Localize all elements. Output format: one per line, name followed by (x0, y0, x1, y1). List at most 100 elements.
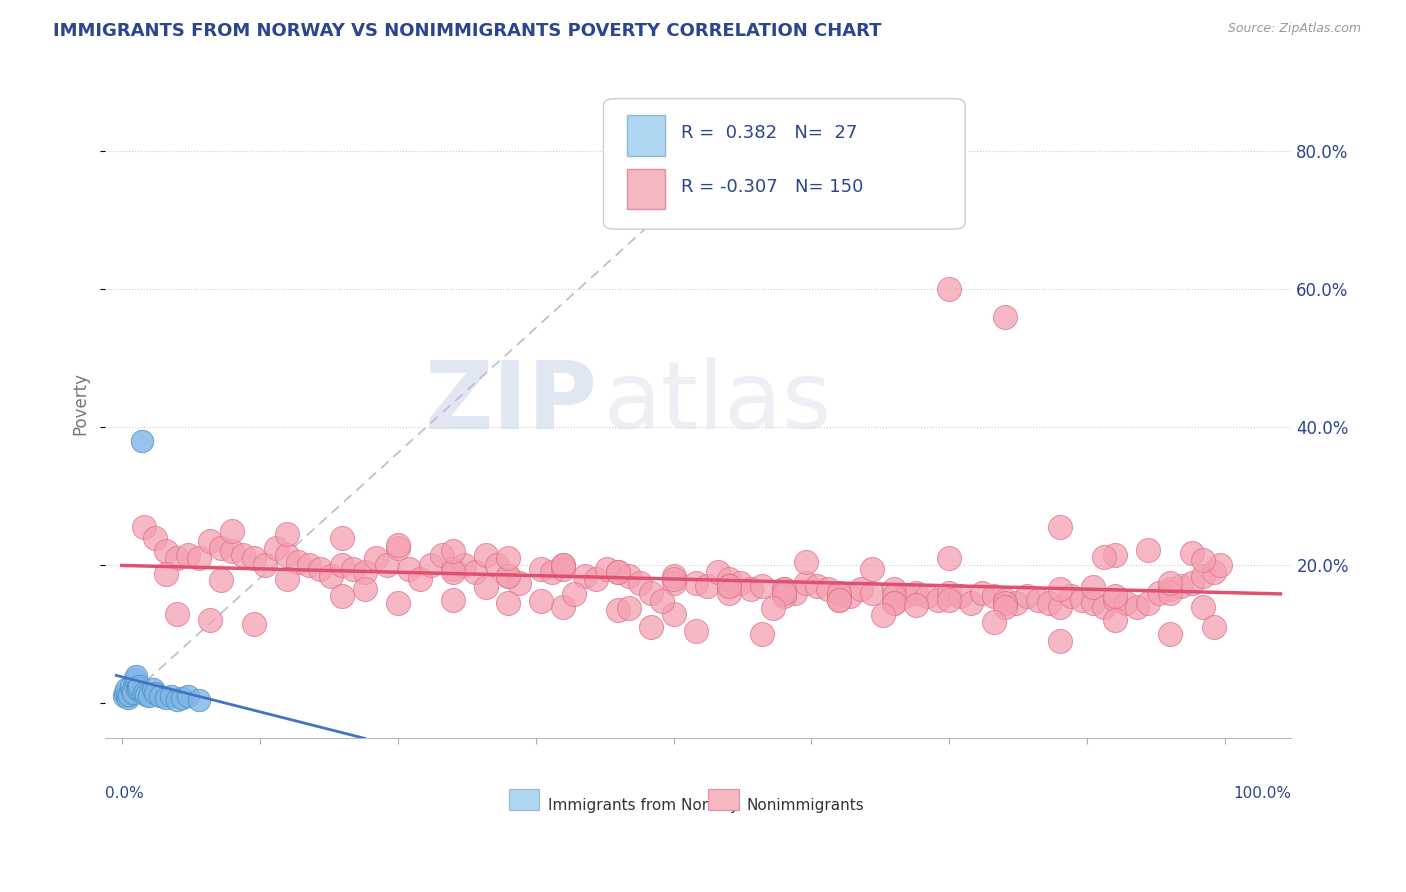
Point (118, 688, 141, 702)
Point (938, 592, 960, 607)
Point (221, 544, 243, 558)
Point (115, 682, 138, 697)
Point (475, 580, 498, 594)
Point (114, 686, 136, 700)
Point (860, 586, 883, 600)
Point (905, 586, 928, 600)
Point (883, 582, 905, 597)
Point (485, 558, 508, 573)
Point (160, 690, 183, 704)
Point (1209, 558, 1232, 573)
Point (143, 686, 166, 700)
Point (883, 590, 905, 604)
Point (398, 562, 420, 576)
Point (828, 592, 851, 607)
Point (927, 592, 949, 607)
Point (353, 565, 375, 579)
Point (607, 565, 630, 579)
Point (662, 575, 685, 590)
Point (619, 568, 641, 582)
Point (321, 568, 343, 582)
Point (309, 562, 332, 576)
Point (553, 558, 575, 573)
Point (209, 574, 232, 588)
Text: Source: ZipAtlas.com: Source: ZipAtlas.com (1227, 22, 1361, 36)
Point (773, 582, 796, 597)
Point (441, 562, 464, 576)
Point (198, 614, 221, 628)
Point (872, 607, 894, 622)
Point (574, 568, 596, 582)
Point (1204, 565, 1226, 579)
Point (607, 565, 630, 579)
Point (387, 596, 409, 610)
Text: IMMIGRANTS FROM NORWAY VS NONIMMIGRANTS POVERTY CORRELATION CHART: IMMIGRANTS FROM NORWAY VS NONIMMIGRANTS … (53, 22, 882, 40)
Point (960, 596, 983, 610)
FancyBboxPatch shape (627, 115, 665, 155)
Point (124, 672, 146, 686)
Point (332, 531, 354, 545)
Point (1049, 520, 1071, 534)
Point (983, 615, 1005, 629)
Point (132, 520, 155, 534)
Point (221, 524, 243, 538)
Point (132, 686, 155, 700)
Point (496, 568, 519, 582)
Point (1159, 627, 1181, 641)
Point (1092, 549, 1115, 564)
Point (530, 594, 553, 608)
Point (894, 590, 917, 604)
Point (717, 586, 740, 600)
Text: Nonimmigrants: Nonimmigrants (747, 798, 865, 813)
Point (117, 690, 139, 705)
Point (127, 681, 149, 695)
Point (794, 575, 817, 590)
Text: R =  0.382   N=  27: R = 0.382 N= 27 (681, 125, 856, 143)
Point (553, 558, 575, 573)
Point (117, 690, 139, 704)
Point (993, 592, 1015, 607)
Point (983, 590, 1005, 604)
Point (243, 551, 266, 566)
Point (993, 596, 1015, 610)
Point (773, 586, 796, 600)
Point (121, 686, 143, 700)
Point (1060, 590, 1083, 604)
Point (332, 558, 354, 573)
Point (828, 586, 851, 600)
Point (993, 599, 1015, 614)
Point (607, 603, 630, 617)
FancyBboxPatch shape (627, 169, 665, 209)
Point (166, 607, 188, 621)
FancyBboxPatch shape (707, 789, 738, 810)
Point (628, 575, 651, 590)
Point (773, 582, 796, 597)
Point (1081, 596, 1104, 610)
Point (1159, 582, 1181, 597)
Point (562, 587, 585, 601)
Point (142, 682, 165, 697)
Text: 0.0%: 0.0% (105, 786, 143, 801)
Point (1159, 586, 1181, 600)
Point (1126, 599, 1149, 614)
Point (1192, 568, 1215, 582)
Point (1104, 592, 1126, 607)
Point (287, 555, 309, 569)
Point (860, 562, 883, 576)
Point (717, 572, 740, 586)
Point (441, 592, 464, 607)
Point (143, 531, 166, 545)
Point (387, 538, 409, 552)
Point (1015, 590, 1038, 604)
Point (993, 310, 1015, 324)
Point (817, 582, 839, 597)
Point (751, 579, 773, 593)
Point (685, 575, 707, 590)
FancyBboxPatch shape (603, 99, 966, 229)
Point (717, 579, 740, 593)
Point (135, 688, 157, 702)
Point (883, 596, 905, 610)
Point (685, 624, 707, 638)
Point (166, 693, 188, 707)
Point (883, 596, 905, 610)
